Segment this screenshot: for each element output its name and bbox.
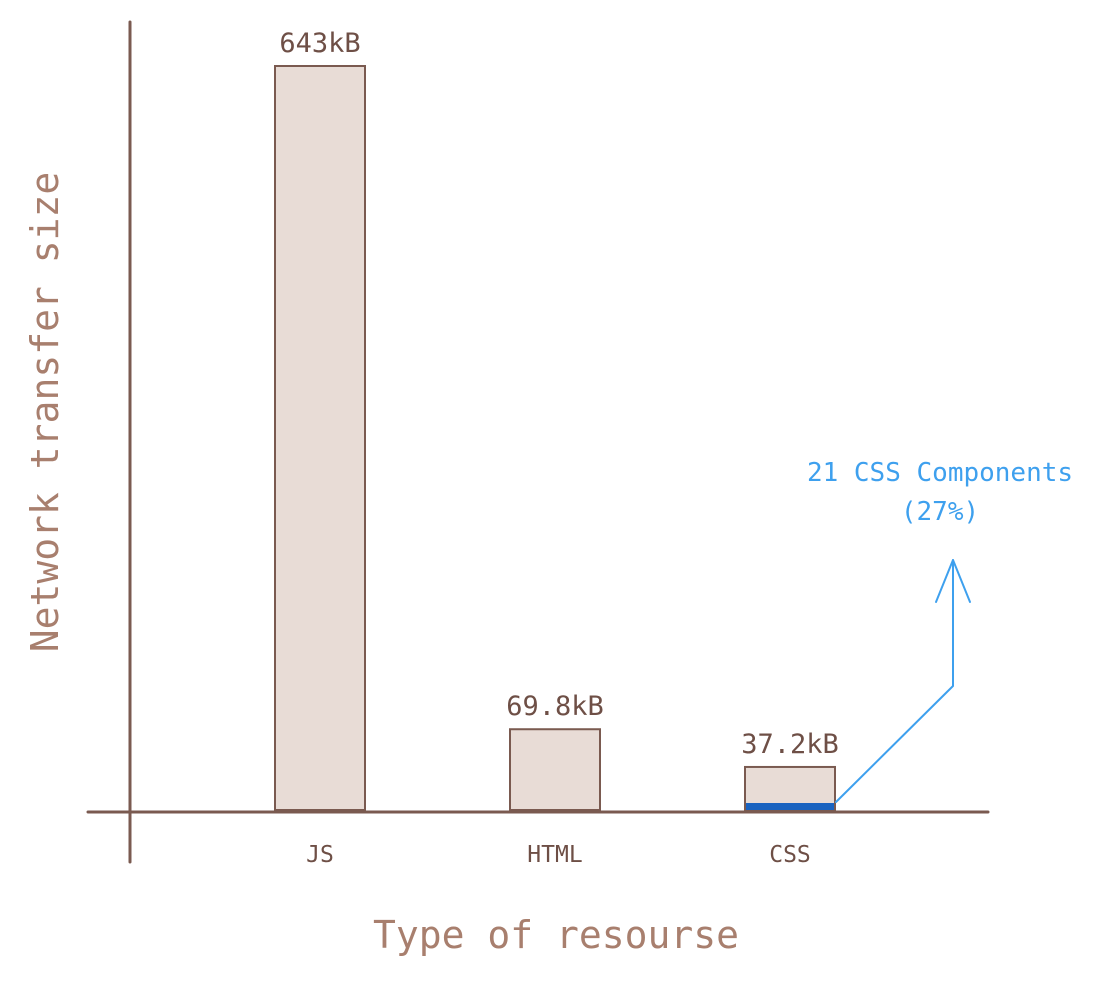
bars-group [274,65,836,812]
x-axis-title: Type of resourse [373,913,739,957]
value-label-js: 643kB [279,28,360,59]
bar-css-components-segment [746,803,834,810]
annotation-arrow-line [835,559,954,803]
value-label-html: 69.8kB [506,691,604,722]
x-tick-label-css: CSS [769,842,811,868]
bar-html [509,728,601,811]
bar-js [274,65,366,811]
bar-css [744,765,836,812]
value-label-css: 37.2kB [741,729,839,760]
x-tick-label-html: HTML [527,842,582,868]
value-labels-group: 643kB 69.8kB 37.2kB [279,28,838,760]
annotation-text-line-1: 21 CSS Components [807,458,1073,488]
y-axis-title: Network transfer size [23,172,67,652]
x-tick-label-js: JS [306,842,334,868]
annotation-text-line-2: (27%) [901,497,979,527]
css-components-annotation: 21 CSS Components (27%) [807,458,1073,803]
x-tick-labels-group: JS HTML CSS [306,842,811,868]
annotation-arrow-head [935,559,971,603]
